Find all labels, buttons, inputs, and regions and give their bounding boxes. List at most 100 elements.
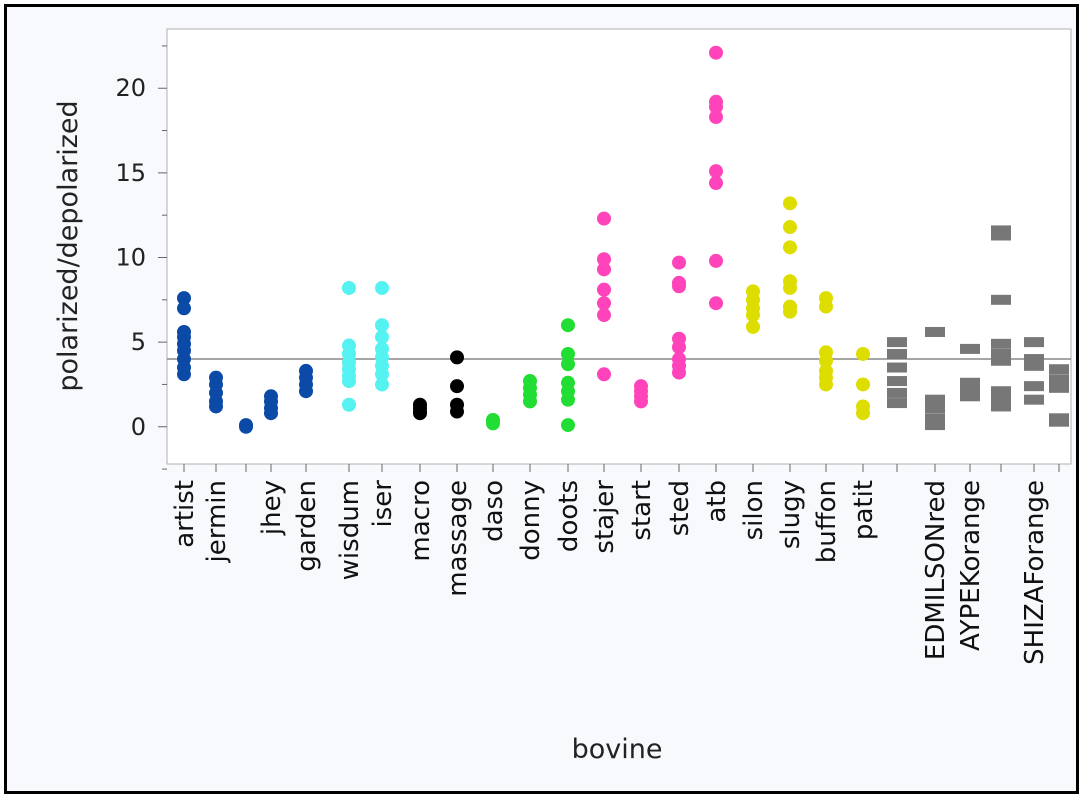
data-point bbox=[960, 391, 980, 402]
x-category-label: jermin bbox=[202, 480, 232, 563]
x-axis-title: bovine bbox=[572, 734, 663, 765]
data-point bbox=[413, 406, 427, 421]
data-point bbox=[887, 387, 907, 398]
data-point bbox=[991, 294, 1011, 305]
data-point bbox=[783, 220, 797, 235]
data-point bbox=[597, 252, 611, 267]
data-point bbox=[672, 340, 686, 355]
x-category-label: patit bbox=[849, 480, 879, 540]
x-category-label: AYPEKorange bbox=[956, 480, 986, 651]
data-point bbox=[450, 350, 464, 365]
data-point bbox=[1049, 374, 1069, 385]
x-category-label: wisdum bbox=[335, 480, 365, 580]
data-point bbox=[561, 392, 575, 407]
data-point bbox=[925, 413, 945, 424]
y-tick-label: 10 bbox=[115, 244, 146, 272]
data-point bbox=[239, 419, 253, 434]
data-point bbox=[561, 357, 575, 372]
x-category-label: jhey bbox=[257, 480, 287, 536]
x-category-label: buffon bbox=[812, 480, 842, 563]
y-axis-title: polarized/depolarized bbox=[53, 100, 84, 391]
data-point bbox=[1049, 382, 1069, 393]
x-category-label: silon bbox=[739, 480, 769, 540]
y-tick-label: 20 bbox=[115, 74, 146, 102]
data-point bbox=[375, 367, 389, 382]
x-category-label: garden bbox=[292, 480, 322, 572]
data-point bbox=[925, 326, 945, 337]
data-point bbox=[991, 401, 1011, 412]
x-category-label: donny bbox=[516, 480, 546, 561]
x-category-label: macro bbox=[406, 480, 436, 562]
data-point bbox=[925, 394, 945, 405]
x-category-label: doots bbox=[554, 480, 584, 552]
data-point bbox=[925, 420, 945, 431]
data-point bbox=[375, 318, 389, 333]
data-point bbox=[597, 296, 611, 311]
data-point bbox=[177, 291, 191, 306]
data-point bbox=[342, 397, 356, 412]
data-point bbox=[1049, 364, 1069, 375]
data-point bbox=[991, 355, 1011, 366]
data-point bbox=[887, 362, 907, 373]
data-point bbox=[960, 343, 980, 354]
data-point bbox=[856, 406, 870, 421]
y-tick-label: 15 bbox=[115, 159, 146, 187]
x-category-label: daso bbox=[479, 480, 509, 542]
data-point bbox=[342, 280, 356, 295]
data-point bbox=[783, 240, 797, 255]
data-point bbox=[561, 418, 575, 433]
data-point bbox=[597, 282, 611, 297]
data-point bbox=[375, 330, 389, 345]
data-point bbox=[1024, 354, 1044, 365]
data-point bbox=[856, 346, 870, 361]
data-point bbox=[991, 225, 1011, 236]
data-point bbox=[991, 230, 1011, 241]
data-point bbox=[709, 110, 723, 125]
data-point bbox=[177, 367, 191, 382]
data-point bbox=[887, 337, 907, 348]
x-category-label: slugy bbox=[776, 480, 806, 549]
data-point bbox=[450, 404, 464, 419]
data-point bbox=[209, 399, 223, 414]
data-point bbox=[486, 416, 500, 431]
data-point bbox=[375, 377, 389, 392]
data-point bbox=[597, 308, 611, 323]
data-point bbox=[746, 308, 760, 323]
data-point bbox=[709, 296, 723, 311]
y-tick-label: 0 bbox=[131, 413, 146, 441]
data-point bbox=[450, 379, 464, 394]
data-point bbox=[960, 382, 980, 393]
data-point bbox=[783, 304, 797, 319]
data-point bbox=[709, 253, 723, 268]
data-point bbox=[634, 394, 648, 409]
x-category-label: EDMILSONred bbox=[921, 480, 951, 660]
data-point bbox=[672, 255, 686, 270]
data-point bbox=[991, 386, 1011, 397]
data-point bbox=[709, 176, 723, 191]
data-point bbox=[709, 45, 723, 60]
data-point bbox=[597, 262, 611, 277]
data-point bbox=[819, 299, 833, 314]
data-point bbox=[783, 196, 797, 211]
data-point bbox=[597, 211, 611, 226]
y-tick-label: 5 bbox=[131, 328, 146, 356]
data-point bbox=[672, 365, 686, 380]
data-point bbox=[1024, 381, 1044, 392]
data-point bbox=[375, 280, 389, 295]
plot-area bbox=[166, 28, 1072, 465]
data-point bbox=[672, 279, 686, 294]
data-point bbox=[887, 348, 907, 359]
data-point bbox=[925, 403, 945, 414]
x-category-label: iser bbox=[368, 480, 398, 528]
data-point bbox=[783, 280, 797, 295]
data-point bbox=[960, 377, 980, 388]
data-point bbox=[709, 99, 723, 114]
data-point bbox=[1024, 337, 1044, 348]
data-point bbox=[856, 377, 870, 392]
data-point bbox=[887, 376, 907, 387]
data-point bbox=[819, 377, 833, 392]
x-category-label: atb bbox=[702, 480, 732, 523]
data-point bbox=[991, 338, 1011, 349]
x-category-label: start bbox=[627, 480, 657, 541]
